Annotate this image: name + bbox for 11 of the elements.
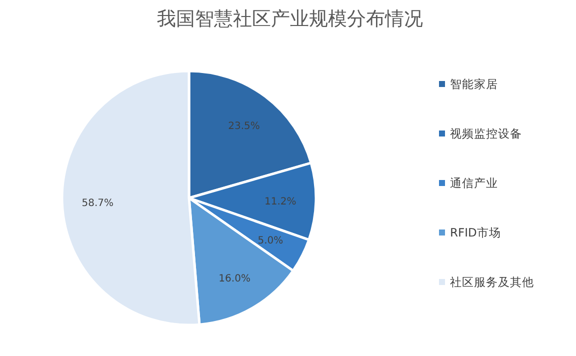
legend-label: 视频监控设备 <box>450 126 522 140</box>
data-label: 58.7% <box>82 198 114 209</box>
data-label: 16.0% <box>218 273 250 284</box>
data-label: 5.0% <box>258 236 284 247</box>
data-label: 23.5% <box>228 120 260 132</box>
chart-title: 我国智慧社区产业规模分布情况 <box>157 8 423 30</box>
legend-label: 智能家居 <box>450 77 498 91</box>
legend-label: 通信产业 <box>450 176 498 190</box>
data-label: 11.2% <box>264 196 296 208</box>
legend-label: RFID市场 <box>450 226 501 240</box>
legend-label: 社区服务及其他 <box>450 275 534 289</box>
